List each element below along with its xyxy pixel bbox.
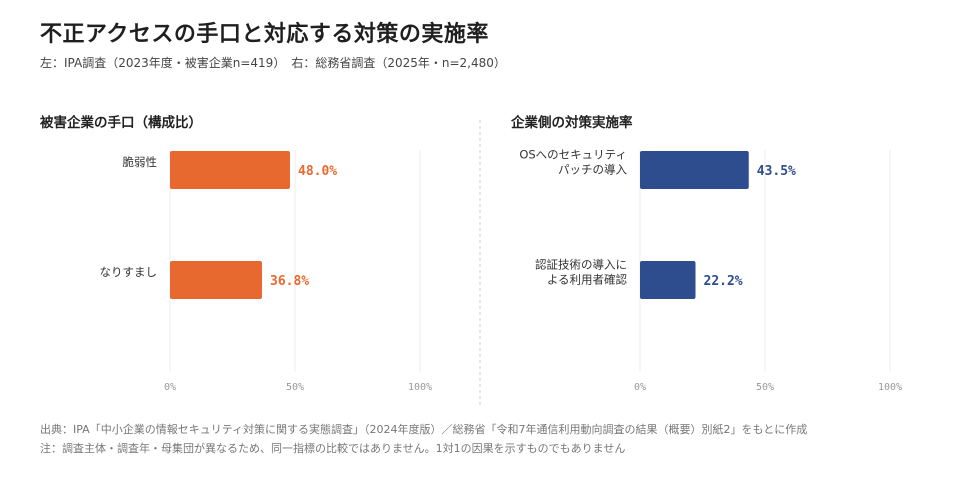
bar <box>640 261 696 299</box>
category-label: OSへのセキュリティ <box>519 148 627 162</box>
bar <box>170 261 262 299</box>
x-tick-label: 0% <box>164 382 176 393</box>
x-tick-label: 50% <box>756 382 774 393</box>
x-tick-label: 100% <box>408 382 432 393</box>
value-label: 48.0% <box>298 164 337 179</box>
chart-subtitle: 左：IPA調査（2023年度・被害企業n=419） 右：総務省調査（2025年・… <box>40 56 506 70</box>
category-label: パッチの導入 <box>558 163 627 177</box>
value-label: 36.8% <box>270 274 309 289</box>
bar <box>170 151 290 189</box>
left-panel-title: 被害企業の手口（構成比） <box>40 115 202 131</box>
value-label: 22.2% <box>704 274 743 289</box>
x-tick-label: 50% <box>286 382 304 393</box>
x-tick-label: 0% <box>634 382 646 393</box>
chart-title: 不正アクセスの手口と対応する対策の実施率 <box>40 22 489 47</box>
x-tick-label: 100% <box>878 382 902 393</box>
bar <box>640 151 749 189</box>
value-label: 43.5% <box>757 164 796 179</box>
category-label: よる利用者確認 <box>547 273 628 287</box>
caveat-note: 注：調査主体・調査年・母集団が異なるため、同一指標の比較ではありません。1対1の… <box>40 442 626 455</box>
category-label: 脆弱性 <box>123 155 158 169</box>
category-label: なりすまし <box>100 265 158 279</box>
category-label: 認証技術の導入に <box>535 258 627 272</box>
right-panel-title: 企業側の対策実施率 <box>511 115 633 131</box>
source-note: 出典：IPA「中小企業の情報セキュリティ対策に関する実態調査」（2024年度版）… <box>40 423 808 436</box>
